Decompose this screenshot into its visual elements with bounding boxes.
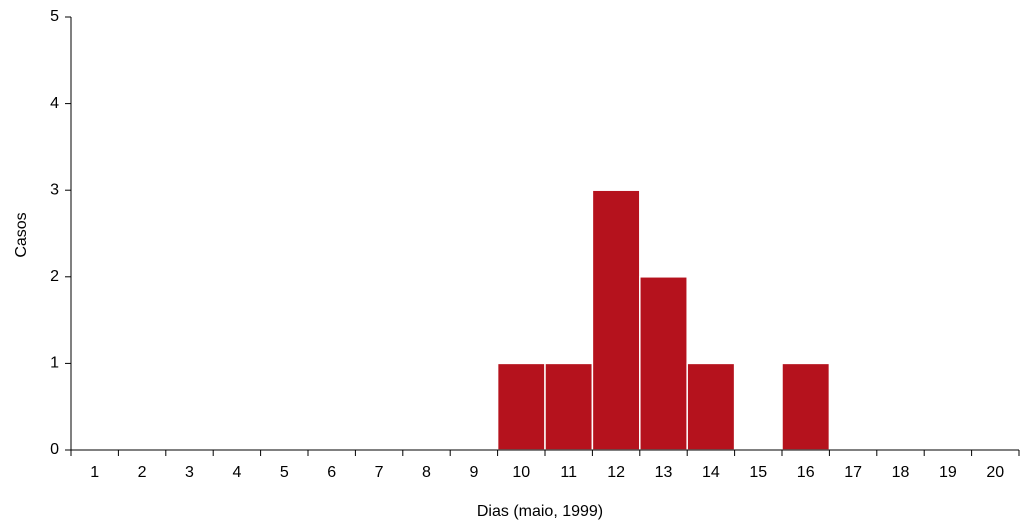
x-tick-label: 20 bbox=[986, 464, 1004, 481]
bar bbox=[544, 362, 594, 451]
x-tick-label: 16 bbox=[797, 464, 815, 481]
y-tick-label: 5 bbox=[50, 8, 59, 25]
bar bbox=[496, 362, 546, 451]
y-tick-label: 2 bbox=[50, 268, 59, 285]
x-tick-label: 17 bbox=[844, 464, 862, 481]
x-tick-label: 9 bbox=[469, 464, 478, 481]
x-tick-label: 19 bbox=[939, 464, 957, 481]
x-axis-label: Dias (maio, 1999) bbox=[477, 503, 603, 520]
x-tick-label: 5 bbox=[280, 464, 289, 481]
x-tick-label: 7 bbox=[375, 464, 384, 481]
bar bbox=[639, 276, 688, 451]
y-tick-label: 0 bbox=[50, 441, 59, 458]
y-axis-label: Casos bbox=[13, 212, 30, 257]
x-tick-label: 3 bbox=[185, 464, 194, 481]
x-tick-label: 13 bbox=[655, 464, 673, 481]
bar bbox=[591, 189, 641, 451]
x-tick-label: 14 bbox=[702, 464, 720, 481]
x-tick-label: 2 bbox=[138, 464, 147, 481]
x-tick-label: 15 bbox=[749, 464, 767, 481]
x-tick-label: 4 bbox=[232, 464, 241, 481]
x-tick-label: 18 bbox=[892, 464, 910, 481]
x-tick-label: 6 bbox=[327, 464, 336, 481]
x-tick-label: 12 bbox=[607, 464, 625, 481]
y-tick-label: 4 bbox=[50, 95, 59, 112]
bar bbox=[686, 362, 736, 451]
x-tick-label: 10 bbox=[512, 464, 530, 481]
y-tick-label: 3 bbox=[50, 181, 59, 198]
bar bbox=[781, 362, 831, 451]
x-tick-label: 1 bbox=[90, 464, 99, 481]
x-tick-label: 11 bbox=[560, 464, 577, 481]
y-tick-label: 1 bbox=[50, 355, 59, 372]
x-tick-label: 8 bbox=[422, 464, 431, 481]
